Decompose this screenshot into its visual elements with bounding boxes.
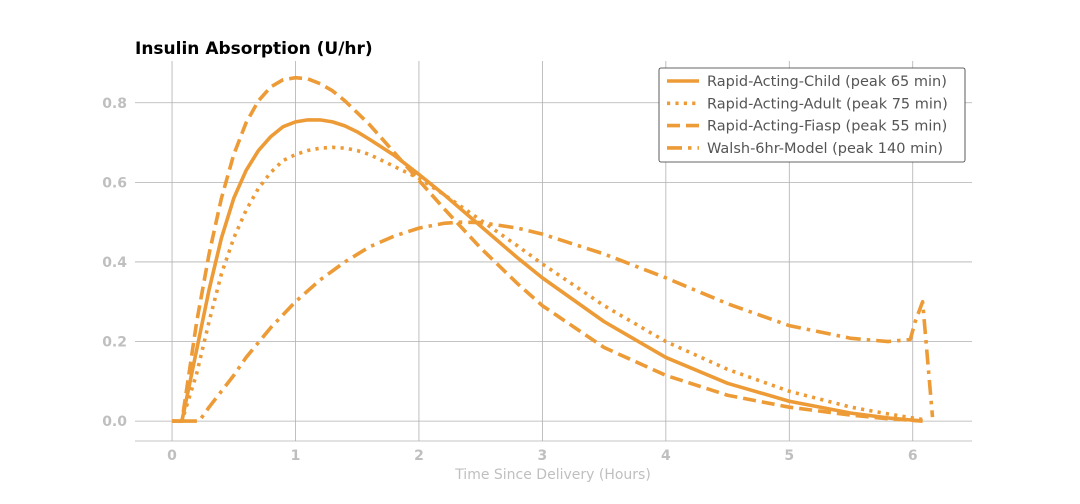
x-tick-label: 5 (784, 448, 794, 464)
y-tick-label: 0.8 (102, 96, 127, 112)
x-tick-label: 0 (167, 448, 177, 464)
legend-label: Rapid-Acting-Child (peak 65 min) (707, 74, 947, 90)
series-line-4 (181, 220, 935, 423)
legend: Rapid-Acting-Child (peak 65 min) Rapid-Ac… (658, 67, 966, 163)
legend-label: Rapid-Acting-Fiasp (peak 55 min) (707, 119, 947, 135)
x-tick-label: 1 (291, 448, 301, 464)
y-tick-label: 0.2 (102, 335, 127, 351)
x-tick-label: 2 (414, 448, 424, 464)
y-tick-label: 0.0 (102, 414, 127, 430)
series-line-3 (172, 75, 923, 423)
series-lines (172, 75, 935, 423)
chart-title: Insulin Absorption (U/hr) (135, 39, 373, 59)
legend-box (658, 67, 966, 163)
series-line-1 (172, 118, 923, 423)
x-tick-label: 6 (908, 448, 918, 464)
legend-label: Rapid-Acting-Adult (peak 75 min) (707, 96, 948, 112)
y-tick-label: 0.4 (102, 255, 127, 271)
legend-label: Walsh-6hr-Model (peak 140 min) (707, 141, 943, 157)
series-line-2 (172, 145, 923, 423)
y-tick-label: 0.6 (102, 175, 127, 191)
x-tick-label: 3 (538, 448, 548, 464)
axis-ticks: 0 1 2 3 4 5 6 0.0 0.2 0.4 0.6 0.8 (102, 96, 917, 464)
x-axis-label: Time Since Delivery (Hours) (454, 467, 651, 483)
x-tick-label: 4 (661, 448, 671, 464)
